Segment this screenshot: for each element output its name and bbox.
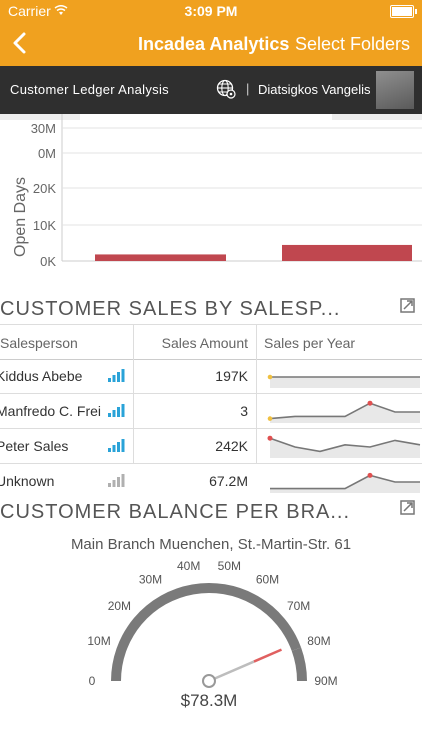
app-title: Incadea Analytics — [138, 34, 290, 54]
balance-gauge: $78.3M 0 10M 20M 30M 40M 50M 60M 70M 80M 90M — [87, 560, 337, 710]
bar[interactable] — [95, 254, 226, 261]
column-divider — [133, 324, 134, 464]
header-salesperson[interactable]: Salesperson — [0, 335, 78, 351]
sales-amount: 67.2M — [209, 473, 248, 489]
report-name: Customer Ledger Analysis — [10, 82, 169, 97]
gauge-tick-label: 60M — [256, 573, 279, 587]
nav-bar: Incadea Analytics Select Folders — [0, 22, 422, 66]
user-name: Diatsigkos Vangelis — [258, 82, 371, 97]
export-icon[interactable] — [400, 500, 416, 516]
gauge-needle — [208, 660, 255, 683]
gauge-tick-label: 40M — [177, 560, 200, 573]
header-sales-per-year[interactable]: Sales per Year — [264, 335, 356, 351]
sales-amount: 242K — [215, 438, 248, 454]
open-days-chart: 30M 0M 20K 10K 0K Open Days — [0, 114, 422, 269]
carrier-label: Carrier — [8, 3, 51, 19]
gauge-tick-label: 30M — [139, 573, 162, 587]
signal-bars-icon — [108, 439, 125, 452]
salesperson-name: Unknown — [0, 473, 55, 489]
y-axis-label: Open Days — [12, 177, 29, 257]
sales-section-title: CUSTOMER SALES BY SALESP... — [0, 298, 341, 320]
sparkline — [267, 374, 420, 388]
signal-bars-icon — [108, 404, 125, 417]
table-row[interactable]: Peter Sales 242K — [0, 429, 422, 464]
separator: | — [246, 81, 250, 96]
select-folders-button[interactable]: Select Folders — [294, 34, 410, 54]
gauge-tick-label: 20M — [108, 599, 131, 613]
table-row[interactable]: Kiddus Abebe 197K — [0, 359, 422, 394]
sparkline — [267, 435, 421, 458]
y-tick-label: 0K — [40, 254, 56, 269]
sales-amount: 3 — [240, 403, 248, 419]
status-bar: Carrier 3:09 PM — [0, 0, 422, 22]
signal-bars-icon — [108, 369, 125, 382]
battery-icon — [390, 5, 417, 18]
y-tick-label: 20K — [33, 181, 56, 196]
back-chevron-icon[interactable] — [6, 28, 36, 58]
table-header: Salesperson Sales Amount Sales per Year — [0, 324, 422, 360]
sparkline — [270, 472, 420, 493]
wifi-icon — [54, 5, 68, 15]
report-header: Customer Ledger Analysis | Diatsigkos Va… — [0, 66, 422, 114]
avatar[interactable] — [376, 71, 414, 109]
y-tick-label: 0M — [38, 146, 56, 161]
bar[interactable] — [282, 244, 412, 261]
salesperson-name: Kiddus Abebe — [0, 368, 83, 384]
y-tick-label: 10K — [33, 218, 56, 233]
signal-bars-icon — [108, 474, 125, 487]
balance-section-title: CUSTOMER BALANCE PER BRA... — [0, 501, 351, 523]
sales-amount: 197K — [215, 368, 248, 384]
y-tick-label: 30M — [31, 121, 56, 136]
gauge-tick-label: 70M — [287, 599, 310, 613]
salesperson-name: Peter Sales — [0, 438, 69, 454]
gauge-title: Main Branch Muenchen, St.-Martin-Str. 61 — [70, 536, 352, 553]
clock: 3:09 PM — [184, 3, 238, 19]
table-row[interactable]: Manfredo C. Frei 3 — [0, 394, 422, 429]
gauge-tick-label: 10M — [87, 634, 110, 648]
gauge-tick-label: 0 — [89, 674, 96, 688]
gauge-tick-label: 50M — [218, 560, 241, 573]
column-divider — [256, 324, 257, 464]
export-icon[interactable] — [400, 298, 416, 314]
gauge-tick-label: 80M — [307, 634, 330, 648]
salesperson-name: Manfredo C. Frei — [0, 403, 102, 419]
gauge-tick-label: 90M — [314, 674, 337, 688]
gauge-hub — [202, 674, 216, 688]
sparkline — [267, 400, 420, 423]
globe-settings-icon[interactable] — [216, 79, 236, 99]
table-row[interactable]: Unknown 67.2M — [0, 464, 422, 498]
header-sales-amount[interactable]: Sales Amount — [161, 335, 248, 351]
gauge-value-label: $78.3M — [181, 691, 238, 710]
